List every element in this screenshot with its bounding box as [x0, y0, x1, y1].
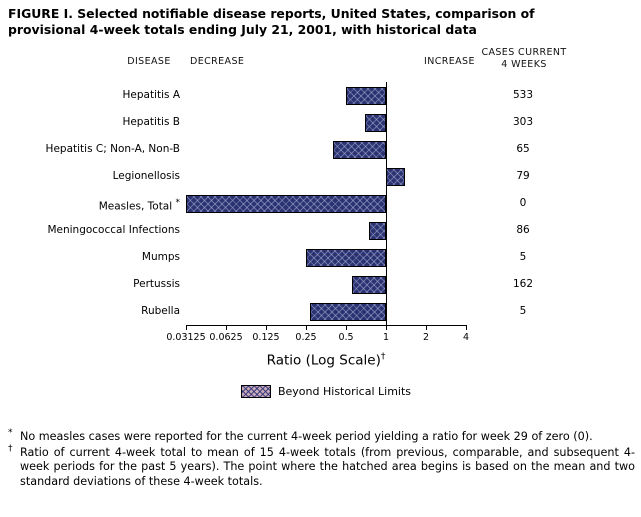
x-tick-label: 1: [382, 332, 390, 343]
x-tick: [466, 325, 467, 330]
case-value: 5: [519, 305, 527, 317]
x-tick: [306, 325, 307, 330]
footnote-measles: * No measles cases were reported for the…: [8, 428, 635, 445]
column-header-cases-line1: CASES CURRENT: [481, 47, 567, 58]
x-axis-label-text: Ratio (Log Scale): [266, 352, 381, 369]
disease-label-column: Hepatitis A Hepatitis B Hepatitis C; Non-A…: [0, 82, 180, 325]
x-tick-label: 0.25: [295, 332, 317, 343]
x-tick-label: 0.03125: [166, 332, 206, 343]
ratio-bar: [351, 275, 386, 294]
x-tick-label: 4: [462, 332, 470, 343]
plot-area: 0.03125 0.0625 0.125 0.25 0.5 1 2 4: [166, 82, 469, 343]
footnote-marker-asterisk: *: [8, 428, 13, 438]
ratio-bar: [365, 113, 386, 132]
dagger-superscript: †: [380, 352, 386, 362]
x-tick: [426, 325, 427, 330]
ratio-bar: [346, 86, 386, 105]
legend: Beyond Historical Limits: [186, 385, 466, 398]
x-tick: [226, 325, 227, 330]
column-header-disease: DISEASE: [127, 56, 171, 67]
ratio-bar: [386, 167, 406, 186]
x-tick-label: 0.0625: [209, 332, 243, 343]
case-value: 65: [516, 143, 530, 155]
figure-title: FIGURE I. Selected notifiable disease re…: [8, 6, 535, 37]
ratio-bar: [369, 221, 386, 240]
column-header-increase: INCREASE: [424, 56, 475, 67]
cases-column: 533 303 65 79 0 86 5 162 5: [483, 82, 563, 325]
disease-label: Meningococcal Infections: [47, 224, 180, 236]
case-value: 5: [519, 251, 527, 263]
case-value: 162: [512, 278, 534, 290]
x-tick: [266, 325, 267, 330]
disease-label: Hepatitis B: [122, 116, 180, 128]
case-value: 79: [516, 170, 530, 182]
ratio-bar: [186, 194, 386, 213]
case-value: 86: [516, 224, 530, 236]
footnote-ratio: † Ratio of current 4-week total to mean …: [8, 443, 635, 490]
footnote-ratio-text: Ratio of current 4-week total to mean of…: [20, 445, 635, 488]
x-tick-label: 0.125: [252, 332, 280, 343]
case-value: 303: [512, 116, 534, 128]
hatched-swatch-icon: [240, 385, 271, 398]
ratio-bar: [306, 248, 386, 267]
x-tick: [346, 325, 347, 330]
footnote-marker-dagger: †: [8, 443, 13, 454]
legend-label: Beyond Historical Limits: [277, 385, 412, 398]
ratio-bar: [310, 302, 386, 321]
footnotes: * No measles cases were reported for the…: [8, 428, 635, 490]
disease-label: Pertussis: [133, 278, 180, 290]
asterisk-marker: *: [175, 198, 181, 208]
column-header-decrease: DECREASE: [190, 56, 245, 67]
disease-label: Measles, Total *: [98, 198, 181, 213]
baseline-ratio-1-line: [386, 82, 387, 325]
disease-label: Hepatitis C; Non-A, Non-B: [45, 143, 180, 155]
disease-label: Mumps: [141, 251, 180, 263]
disease-label: Hepatitis A: [122, 89, 180, 101]
x-tick-label: 2: [422, 332, 430, 343]
x-axis-label: Ratio (Log Scale)†: [186, 352, 466, 369]
column-header-cases-line2: 4 WEEKS: [501, 58, 547, 70]
disease-label: Rubella: [141, 305, 180, 317]
x-tick: [186, 325, 187, 330]
ratio-bar: [333, 140, 386, 159]
x-tick-label: 0.5: [338, 332, 354, 343]
column-header-cases: CASES CURRENT 4 WEEKS: [478, 47, 570, 71]
case-value: 0: [519, 197, 527, 209]
footnote-measles-text: No measles cases were reported for the c…: [20, 430, 593, 443]
case-value: 533: [512, 89, 534, 101]
x-tick: [386, 325, 387, 330]
disease-label: Legionellosis: [112, 170, 180, 182]
